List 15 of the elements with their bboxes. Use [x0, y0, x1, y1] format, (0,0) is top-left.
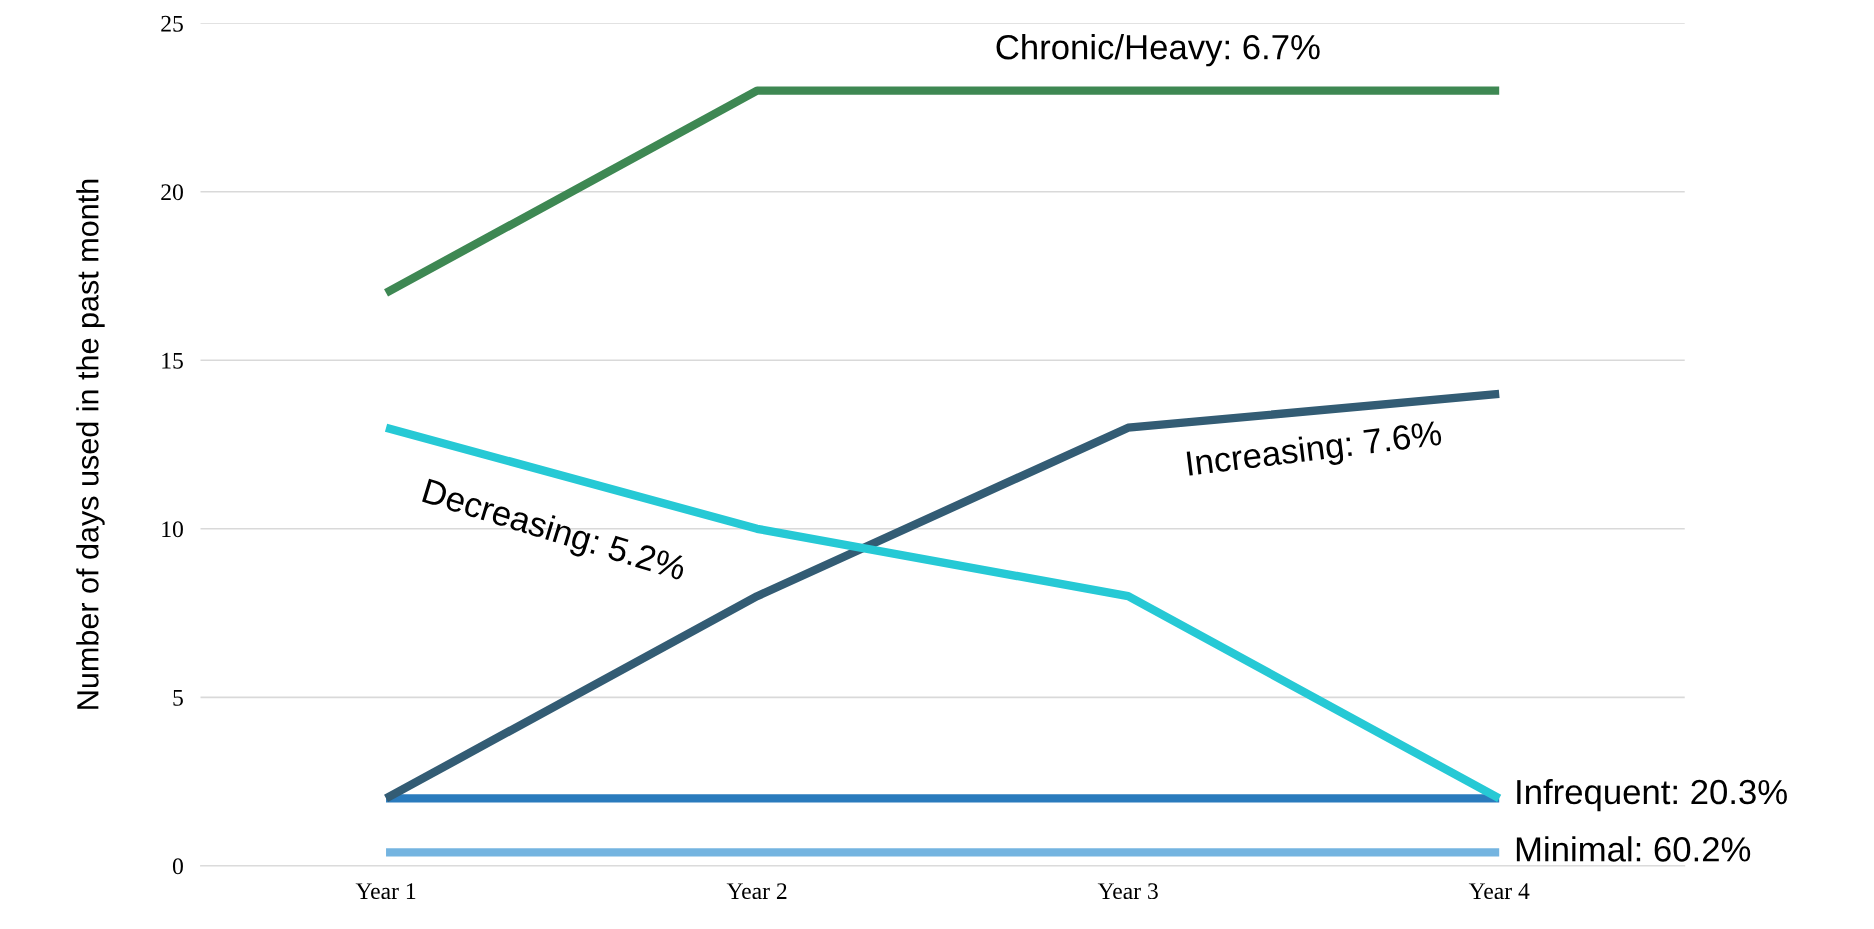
series-label: Chronic/Heavy: 6.7% — [996, 34, 1320, 67]
x-tick-label: Year 3 — [1097, 883, 1158, 900]
series-label: Minimal: 60.2% — [1516, 836, 1751, 862]
text: Increasing: 7.6% — [1186, 419, 1443, 483]
y-tick-label: 20 — [161, 184, 183, 201]
y-tick-label: 0 — [172, 858, 183, 875]
y-tick-label: 10 — [162, 521, 183, 538]
y-tick-label: 25 — [161, 15, 183, 32]
x-tick-label: Year 1 — [355, 883, 416, 900]
y-tick-label: 15 — [162, 352, 183, 369]
series-label: Infrequent: 20.3% — [1517, 778, 1787, 812]
y-axis-title: Number of days used in the past month — [76, 179, 105, 709]
x-tick-label: Year 4 — [1468, 883, 1530, 900]
y-tick-label: 5 — [173, 690, 183, 706]
x-tick-label: Year 2 — [726, 883, 787, 900]
